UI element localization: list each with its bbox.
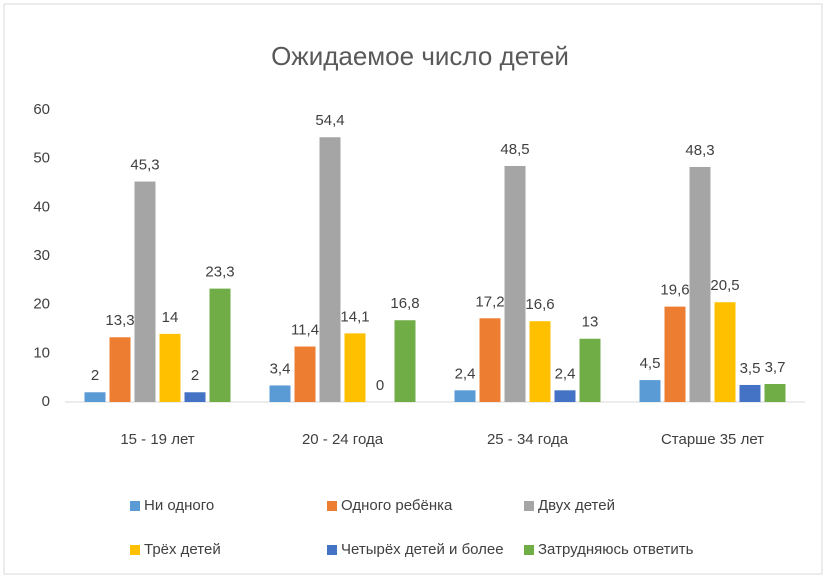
- data-label: 23,3: [205, 264, 234, 281]
- bar: [134, 181, 156, 402]
- legend-label: Ни одного: [144, 497, 214, 514]
- legend-swatch: [130, 545, 140, 555]
- bar: [344, 333, 366, 402]
- data-label: 13,3: [105, 312, 134, 329]
- data-label: 2: [91, 367, 99, 384]
- bar: [504, 165, 526, 402]
- y-tick-label: 50: [33, 150, 50, 167]
- data-label: 17,2: [475, 293, 504, 310]
- bar: [554, 390, 576, 402]
- y-tick-label: 60: [33, 101, 50, 118]
- bar: [664, 306, 686, 402]
- bar: [714, 302, 736, 402]
- bar: [109, 337, 131, 402]
- legend-label: Трёх детей: [144, 541, 221, 558]
- data-label: 16,6: [525, 296, 554, 313]
- x-tick-label: 20 - 24 года: [302, 431, 384, 448]
- bar: [294, 346, 316, 402]
- bar: [209, 288, 231, 402]
- bar: [159, 333, 181, 402]
- data-label: 14,1: [340, 308, 369, 325]
- legend-label: Четырёх детей и более: [341, 541, 504, 558]
- data-label: 3,7: [765, 359, 786, 376]
- data-label: 54,4: [315, 112, 344, 129]
- data-label: 19,6: [660, 282, 689, 299]
- bar: [269, 385, 291, 402]
- legend-label: Двух детей: [538, 497, 615, 514]
- legend-swatch: [327, 545, 337, 555]
- data-label: 3,5: [740, 360, 761, 377]
- bar: [764, 383, 786, 402]
- x-tick-label: Старше 35 лет: [661, 431, 764, 448]
- data-label: 20,5: [710, 277, 739, 294]
- legend-label: Одного ребёнка: [341, 497, 453, 514]
- x-tick-label: 15 - 19 лет: [120, 431, 194, 448]
- data-label: 14: [162, 309, 179, 326]
- data-label: 11,4: [291, 321, 319, 338]
- legend-swatch: [524, 501, 534, 511]
- y-tick-label: 40: [33, 198, 50, 215]
- data-label: 3,4: [270, 360, 291, 377]
- bar: [479, 318, 501, 402]
- legend-swatch: [130, 501, 140, 511]
- chart-title: Ожидаемое число детей: [271, 41, 569, 71]
- bar: [529, 321, 551, 402]
- data-label: 13: [582, 314, 599, 331]
- y-tick-label: 30: [33, 247, 50, 264]
- data-label: 16,8: [390, 295, 419, 312]
- data-label: 2: [191, 367, 199, 384]
- bar: [184, 392, 206, 402]
- bar: [579, 338, 601, 402]
- x-tick-label: 25 - 34 года: [487, 431, 569, 448]
- legend-swatch: [524, 545, 534, 555]
- y-tick-label: 20: [33, 296, 50, 313]
- data-label: 45,3: [130, 157, 159, 174]
- legend-label: Затрудняюсь ответить: [538, 541, 694, 558]
- bar: [639, 380, 661, 402]
- data-label: 2,4: [455, 365, 476, 382]
- data-label: 4,5: [640, 355, 661, 372]
- legend-swatch: [327, 501, 337, 511]
- bar: [454, 390, 476, 402]
- bar: [319, 137, 341, 402]
- data-label: 0: [376, 377, 384, 394]
- bar: [689, 166, 711, 402]
- data-label: 2,4: [555, 365, 576, 382]
- y-tick-label: 0: [42, 393, 50, 410]
- data-label: 48,5: [500, 141, 529, 158]
- y-tick-label: 10: [33, 344, 50, 361]
- bar: [394, 320, 416, 402]
- data-label: 48,3: [685, 142, 714, 159]
- bar: [739, 384, 761, 402]
- bar: [84, 392, 106, 402]
